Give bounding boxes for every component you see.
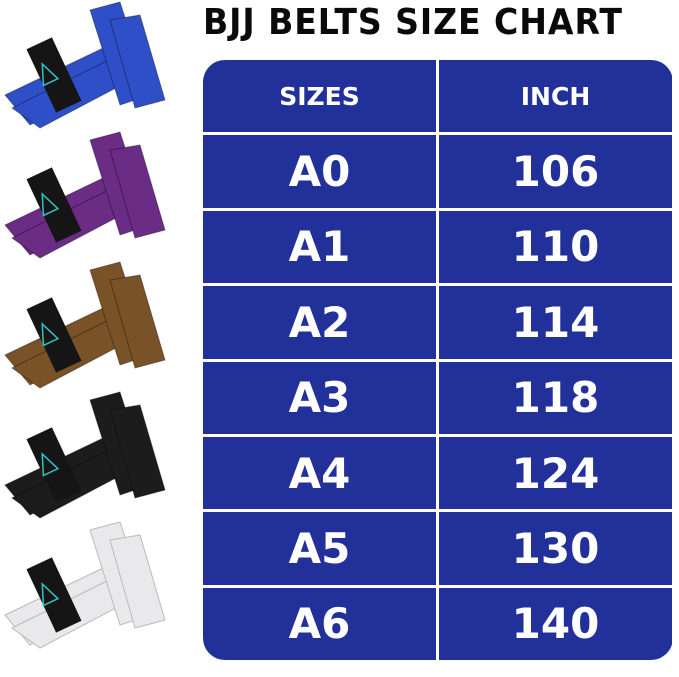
inch-cell: 114 xyxy=(439,286,672,359)
inch-cell: 118 xyxy=(439,361,672,434)
inch-cell: 124 xyxy=(439,436,672,510)
inch-cell: 110 xyxy=(439,210,672,284)
page-title: BJJ BELTS SIZE CHART xyxy=(203,2,623,43)
belt-blue xyxy=(4,1,166,129)
header-inch: INCH xyxy=(439,60,672,133)
belt-brown xyxy=(4,261,166,389)
size-cell: A2 xyxy=(203,286,436,359)
size-cell: A3 xyxy=(203,361,436,434)
belt-images xyxy=(4,1,166,649)
inch-cell: 106 xyxy=(439,135,672,208)
inch-cell: 130 xyxy=(439,512,672,585)
belt-purple xyxy=(4,131,166,259)
inch-cell: 140 xyxy=(439,587,672,660)
header-sizes: SIZES xyxy=(203,60,436,133)
size-cell: A4 xyxy=(203,436,436,510)
size-cell: A6 xyxy=(203,587,436,660)
belt-white xyxy=(4,521,166,649)
belt-black xyxy=(4,391,166,519)
size-cell: A5 xyxy=(203,512,436,585)
size-chart-table: SIZES INCH A0 106 A1 110 A2 114 A3 118 A4 124 A5 13… xyxy=(203,60,673,660)
size-cell: A0 xyxy=(203,135,436,208)
size-cell: A1 xyxy=(203,210,436,284)
